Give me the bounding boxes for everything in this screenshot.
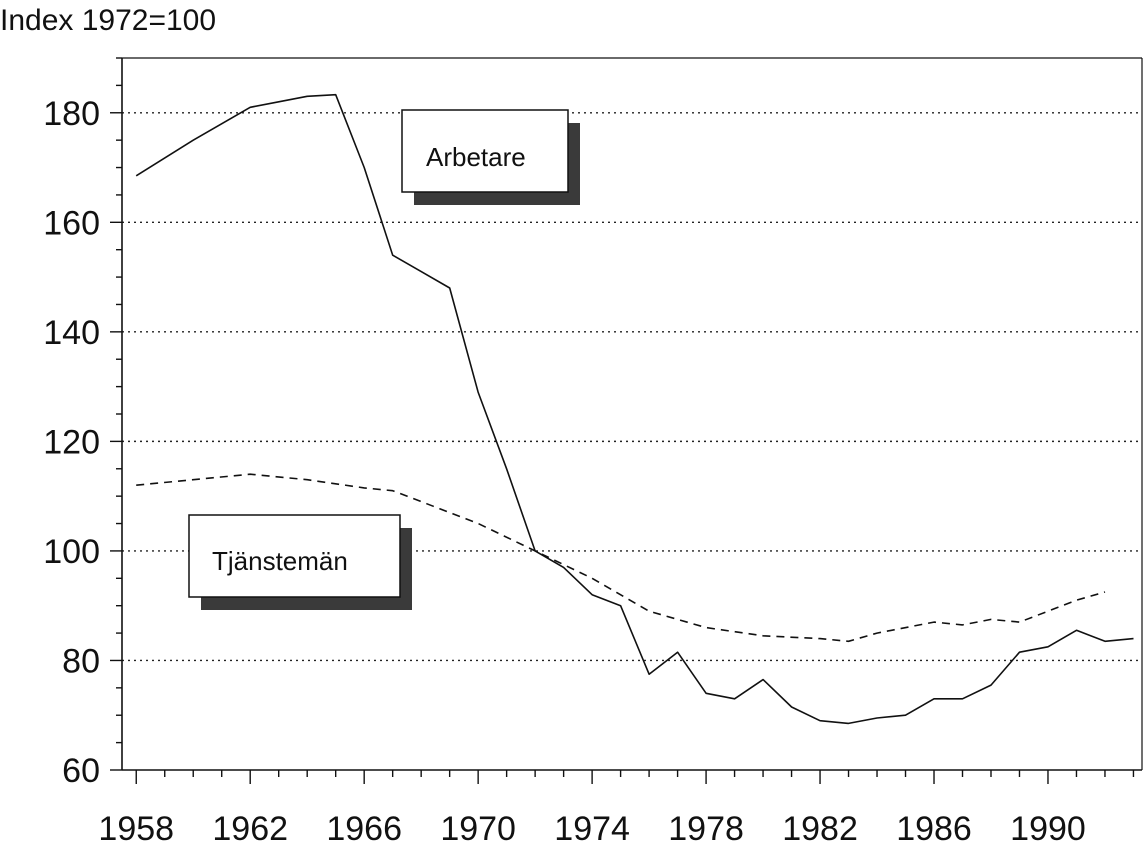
legend-label-arbetare: Arbetare bbox=[426, 142, 526, 172]
y-tick-label-60: 60 bbox=[62, 752, 100, 790]
x-tick-label-1990: 1990 bbox=[1010, 810, 1086, 841]
x-tick-label-1986: 1986 bbox=[896, 810, 972, 841]
y-tick-label-160: 160 bbox=[43, 204, 100, 242]
series-line-tjanstеman bbox=[136, 473, 1106, 643]
x-tick-label-1974: 1974 bbox=[554, 810, 630, 841]
y-tick-label-120: 120 bbox=[43, 423, 100, 461]
x-tick-label-1958: 1958 bbox=[98, 810, 174, 841]
y-tick-label-80: 80 bbox=[62, 642, 100, 680]
legend-box-tjanstеman-frame bbox=[188, 514, 401, 598]
x-tick-label-1970: 1970 bbox=[440, 810, 516, 841]
legend-box-tjanstеman: Tjänstemän bbox=[188, 514, 412, 610]
series-line-arbetare bbox=[135, 93, 1134, 725]
x-tick-label-1982: 1982 bbox=[782, 810, 858, 841]
legend-box-arbetare-frame bbox=[401, 109, 569, 193]
x-tick-label-1966: 1966 bbox=[326, 810, 402, 841]
y-axis-label: Index 1972=100 bbox=[0, 4, 216, 37]
plot-frame bbox=[121, 57, 1143, 771]
axis-ticks: 60 80 100 120 140 160 180 1958 1962 1966 1970 1974 1… bbox=[43, 57, 1135, 841]
y-tick-label-140: 140 bbox=[43, 314, 100, 352]
series-lines bbox=[135, 93, 1134, 725]
y-tick-label-100: 100 bbox=[43, 533, 100, 571]
x-tick-label-1962: 1962 bbox=[212, 810, 288, 841]
x-tick-label-1978: 1978 bbox=[668, 810, 744, 841]
legend-box-arbetare: Arbetare bbox=[401, 109, 580, 205]
legend-label-tjanstеman: Tjänstemän bbox=[212, 546, 348, 576]
y-tick-label-180: 180 bbox=[43, 95, 100, 133]
